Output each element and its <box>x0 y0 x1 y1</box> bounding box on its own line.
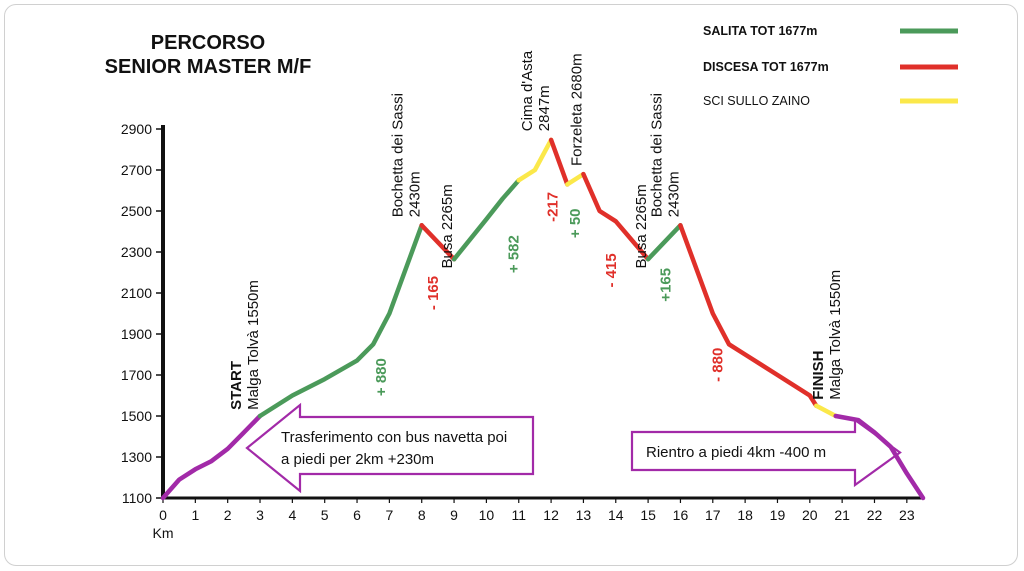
place-label-line: Forzeleta 2680m <box>568 53 585 166</box>
x-tick-label: 18 <box>737 507 753 523</box>
x-tick-label: 2 <box>224 507 232 523</box>
place-label-line: 2847m <box>536 85 553 131</box>
series-segment-ascent <box>257 223 424 419</box>
elevation-change-label: +165 <box>658 268 675 302</box>
y-tick-label: 2500 <box>121 203 152 219</box>
place-label-line: Malga Tolvà 1550m <box>827 270 844 400</box>
place-label-line: Bochetta dei Sassi <box>390 93 407 217</box>
transfer-callout-arrow <box>245 402 535 494</box>
x-tick-label: 9 <box>450 507 458 523</box>
x-tick-label: 22 <box>867 507 883 523</box>
elevation-change-label: - 415 <box>603 253 620 287</box>
x-tick-label: 20 <box>802 507 818 523</box>
place-label: FINISH Malga Tolvà 1550m <box>810 270 844 400</box>
elevation-change-label: + 582 <box>506 235 523 273</box>
x-tick-label: 12 <box>543 507 559 523</box>
chart-title: PERCORSO SENIOR MASTER M/F <box>105 32 312 78</box>
y-tick-label: 2700 <box>121 162 152 178</box>
return-callout-arrow <box>630 417 902 488</box>
elevation-change-label: - 880 <box>710 348 727 382</box>
series-segment-ski-on-pack <box>565 171 586 187</box>
x-tick-label: 21 <box>834 507 850 523</box>
place-label-line: Bochetta dei Sassi <box>648 93 665 217</box>
axes: 1100130015001700190021002300250027002900… <box>121 121 923 541</box>
y-tick-label: 1900 <box>121 326 152 342</box>
x-tick-label: 11 <box>511 507 526 523</box>
series-segment-ski-on-pack <box>814 403 838 419</box>
series-segment-ski-on-pack <box>516 137 554 183</box>
x-tick-label: 10 <box>479 507 495 523</box>
x-tick-label: 4 <box>288 507 296 523</box>
place-label-line: Malga Tolvà 1550m <box>245 280 262 410</box>
place-label-line: START <box>228 361 245 410</box>
x-tick-label: 13 <box>576 507 592 523</box>
place-label-line: FINISH <box>810 351 827 400</box>
transfer-callout-text: Trasferimento con bus navetta poi <box>281 429 507 446</box>
series-segment-transfer <box>833 413 926 501</box>
y-tick-label: 1100 <box>122 490 152 506</box>
place-label-line: 2430m <box>665 171 682 217</box>
y-tick-label: 2100 <box>121 285 152 301</box>
x-tick-label: 6 <box>353 507 361 523</box>
place-label: Bochetta dei Sassi 2430m <box>390 93 424 217</box>
y-tick-label: 1500 <box>121 408 152 424</box>
series-segment-descent <box>581 171 651 262</box>
series-segment-descent <box>548 137 570 187</box>
place-label-line: Busa 2265m <box>633 184 650 268</box>
elevation-change-labels: + 880 - 165 + 582 -217 + 50 - 415 +165 - 880 <box>373 192 726 396</box>
y-tick-label: 1300 <box>121 449 152 465</box>
return-callout-text: Rientro a piedi 4km -400 m <box>646 444 826 461</box>
x-tick-label: 14 <box>608 507 624 523</box>
x-tick-label: 19 <box>770 507 786 523</box>
x-tick-label: 16 <box>673 507 689 523</box>
y-tick-label: 2900 <box>121 121 152 137</box>
y-tick-label: 1700 <box>121 367 152 383</box>
place-label-line: Busa 2265m <box>439 184 456 268</box>
series-segment-ascent <box>645 223 683 262</box>
x-tick-label: 3 <box>256 507 264 523</box>
x-tick-label: 8 <box>418 507 426 523</box>
x-tick-label: 23 <box>899 507 915 523</box>
place-label: START Malga Tolvà 1550m <box>228 280 262 410</box>
elevation-change-label: + 880 <box>373 358 390 396</box>
legend-label: SALITA TOT 1677m <box>703 24 817 38</box>
transfer-callout-text: a piedi per 2km +230m <box>281 451 434 468</box>
series-segment-transfer <box>160 413 263 501</box>
x-tick-label: 7 <box>385 507 393 523</box>
place-label: Forzeleta 2680m <box>568 53 585 166</box>
legend-label: DISCESA TOT 1677m <box>703 60 829 74</box>
place-label: Bochetta dei Sassi 2430m <box>648 93 682 217</box>
elevation-change-label: + 50 <box>567 208 584 238</box>
series-segment-descent <box>419 223 457 262</box>
elevation-change-label: - 165 <box>425 276 442 310</box>
place-label-line: Cima d'Asta <box>519 50 536 131</box>
title-line-1: PERCORSO <box>151 32 265 54</box>
series-segment-ascent <box>451 178 521 262</box>
legend-label: SCI SULLO ZAINO <box>703 94 810 108</box>
place-label-line: 2430m <box>407 171 424 217</box>
elevation-series <box>160 137 926 501</box>
x-tick-label: 15 <box>640 507 656 523</box>
place-label: Cima d'Asta 2847m <box>519 50 553 131</box>
x-tick-label: 5 <box>321 507 329 523</box>
place-label: Busa 2265m <box>439 184 456 268</box>
legend: SALITA TOT 1677m DISCESA TOT 1677m SCI SUL… <box>703 24 958 108</box>
y-tick-label: 2300 <box>121 244 152 260</box>
title-line-2: SENIOR MASTER M/F <box>105 56 312 78</box>
callouts: Trasferimento con bus navetta poi a piedi… <box>245 402 902 494</box>
x-tick-label: 17 <box>705 507 721 523</box>
place-label: Busa 2265m <box>633 184 650 268</box>
x-tick-label: 1 <box>191 507 199 523</box>
x-tick-label: 0 <box>159 507 167 523</box>
elevation-change-label: -217 <box>545 192 562 222</box>
x-axis-title: Km <box>153 525 174 541</box>
series-segment-descent <box>678 223 819 409</box>
